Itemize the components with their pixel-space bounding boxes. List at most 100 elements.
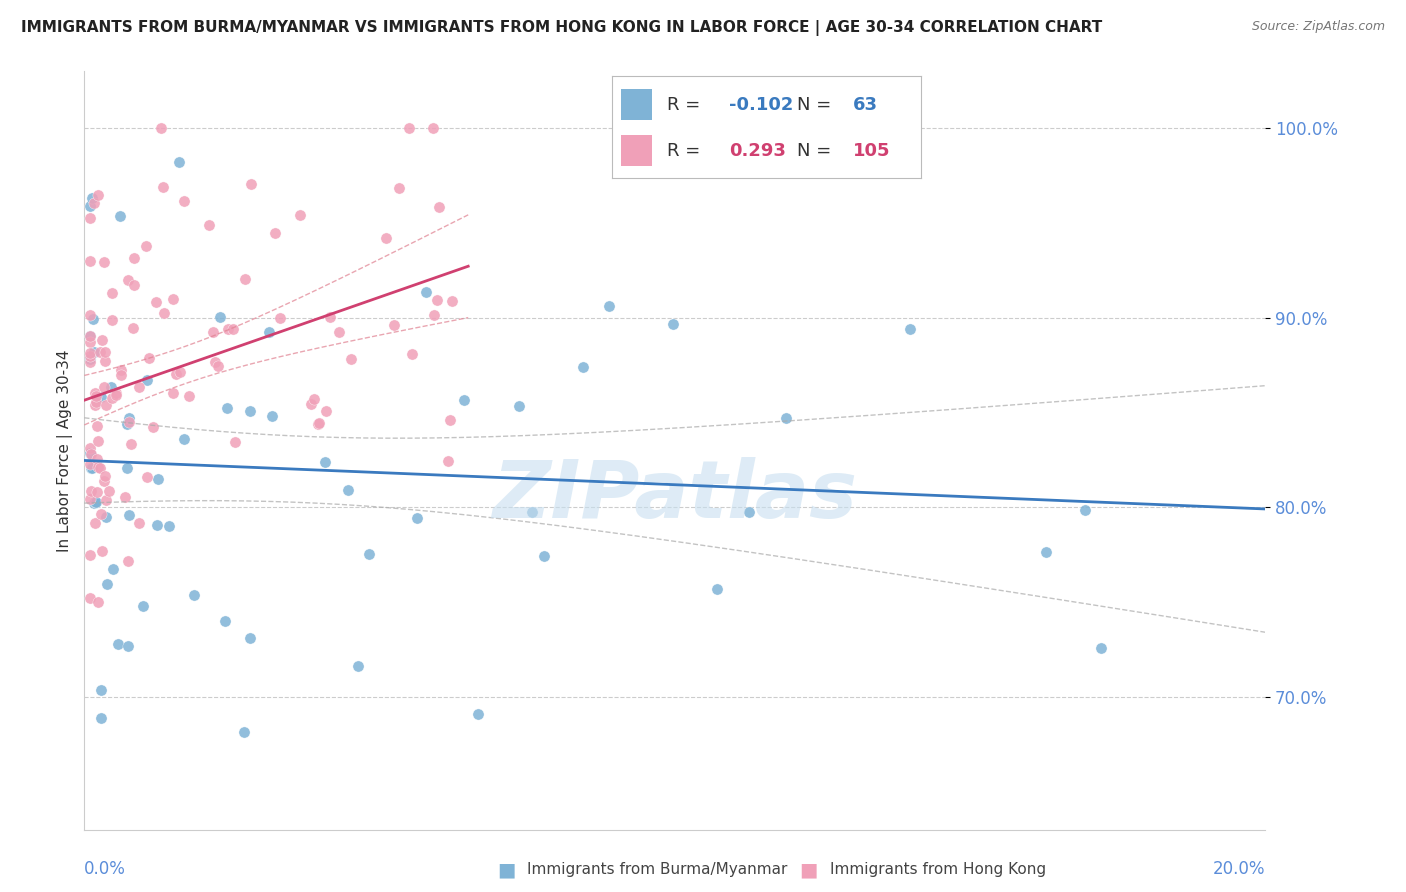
Point [775, 411, 797, 425]
Point [84, 398, 107, 412]
Point [94, 398, 117, 412]
Point [318, 310, 340, 324]
Text: R =: R = [668, 95, 700, 113]
Point [217, 322, 239, 336]
Point [83, 495, 105, 509]
Point [208, 310, 231, 324]
Point [79, 329, 101, 343]
Point [101, 391, 124, 405]
Point [84, 394, 107, 409]
Point [183, 588, 205, 602]
Point [263, 226, 285, 240]
Point [138, 351, 160, 366]
Point [135, 373, 157, 387]
Point [149, 121, 172, 136]
Point [162, 292, 184, 306]
Point [232, 724, 254, 739]
Point [93, 354, 115, 368]
Point [80, 447, 103, 461]
Point [91, 333, 114, 347]
Text: 0.0%: 0.0% [84, 860, 127, 878]
Point [439, 413, 461, 427]
Point [240, 177, 263, 191]
Point [87, 459, 110, 474]
Point [79, 548, 101, 562]
Point [82, 460, 104, 475]
Text: R =: R = [668, 142, 700, 160]
Point [79, 350, 101, 364]
Point [173, 194, 195, 208]
Point [440, 293, 463, 308]
Point [80, 483, 103, 498]
Point [90, 682, 112, 697]
Point [262, 409, 284, 424]
Point [162, 385, 184, 400]
Point [110, 363, 132, 377]
Point [83, 195, 105, 210]
FancyBboxPatch shape [621, 89, 652, 120]
Point [83, 495, 105, 509]
Text: IMMIGRANTS FROM BURMA/MYANMAR VS IMMIGRANTS FROM HONG KONG IN LABOR FORCE | AGE : IMMIGRANTS FROM BURMA/MYANMAR VS IMMIGRA… [21, 20, 1102, 36]
Point [84, 385, 107, 400]
Text: 20.0%: 20.0% [1213, 860, 1265, 878]
Point [87, 434, 110, 448]
Point [453, 393, 475, 408]
Point [104, 388, 127, 402]
Point [165, 367, 187, 381]
Point [239, 631, 262, 645]
Point [359, 547, 381, 561]
Point [142, 420, 165, 434]
Point [122, 251, 145, 265]
Point [437, 453, 460, 467]
FancyBboxPatch shape [621, 136, 652, 166]
Point [114, 490, 136, 504]
Point [201, 325, 224, 339]
Point [117, 508, 139, 523]
Point [90, 507, 112, 521]
Point [347, 659, 370, 673]
Point [93, 474, 115, 488]
Point [101, 285, 124, 300]
Point [1074, 503, 1097, 517]
Point [315, 404, 337, 418]
Point [239, 404, 262, 418]
Point [96, 577, 118, 591]
Point [100, 380, 122, 394]
Point [83, 345, 105, 359]
Point [406, 510, 429, 524]
Point [82, 191, 104, 205]
Point [207, 359, 229, 373]
Point [128, 516, 150, 531]
Point [101, 562, 124, 576]
Point [374, 231, 396, 245]
Point [224, 435, 246, 450]
Point [339, 351, 361, 366]
Y-axis label: In Labor Force | Age 30-34: In Labor Force | Age 30-34 [58, 349, 73, 552]
Point [79, 329, 101, 343]
Point [146, 472, 169, 486]
Point [152, 180, 174, 194]
Point [117, 554, 139, 568]
Point [86, 452, 108, 467]
Point [110, 368, 132, 383]
Point [93, 380, 115, 394]
Point [93, 255, 115, 269]
Point [79, 446, 101, 460]
Point [79, 355, 101, 369]
Point [90, 390, 112, 404]
Point [214, 614, 236, 628]
Point [304, 392, 326, 406]
Point [135, 239, 157, 253]
Point [215, 401, 238, 416]
Text: N =: N = [797, 95, 831, 113]
Point [128, 380, 150, 394]
Point [467, 707, 489, 722]
Point [1035, 545, 1057, 559]
Point [94, 345, 117, 359]
Point [426, 293, 449, 307]
Point [94, 469, 117, 483]
Point [117, 640, 139, 654]
Point [90, 710, 112, 724]
Point [204, 355, 226, 369]
Text: 105: 105 [853, 142, 890, 160]
